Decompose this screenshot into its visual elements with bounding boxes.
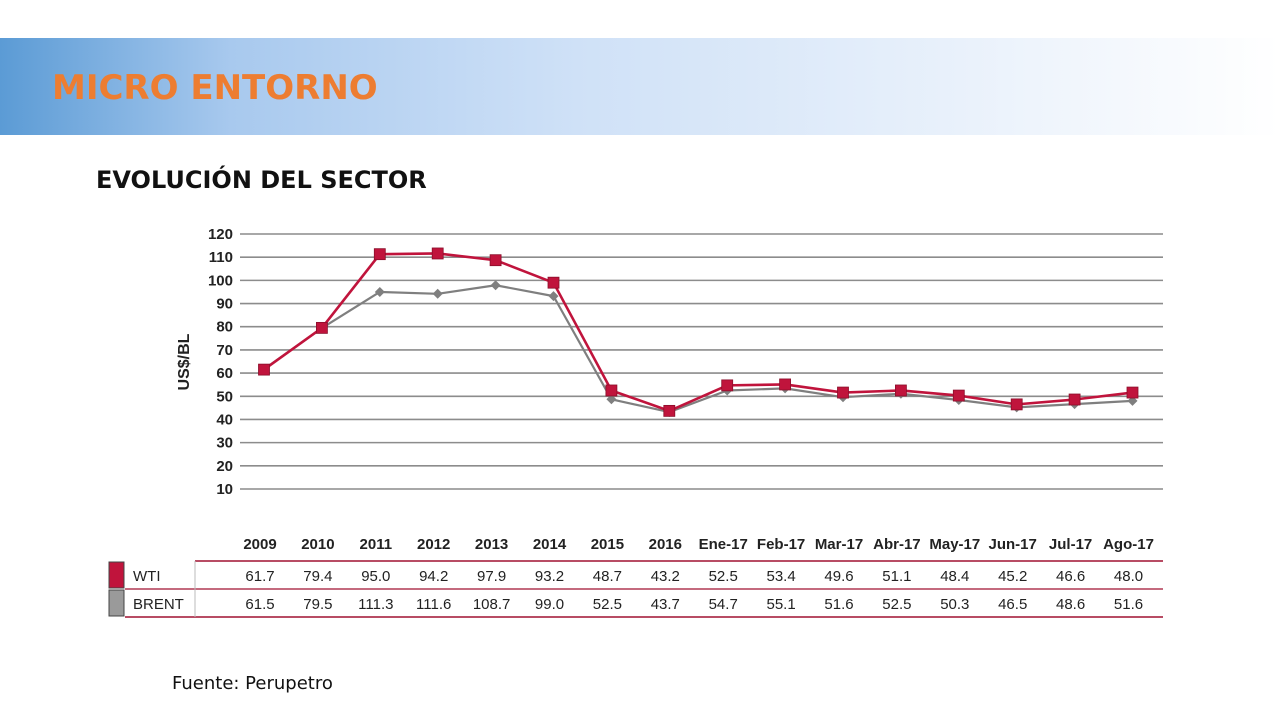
table-cell: 45.2 [998, 568, 1027, 585]
data-point-brent [1126, 386, 1139, 399]
x-tick-label: 2010 [301, 536, 334, 553]
data-point-wti [432, 288, 443, 299]
data-point-brent [373, 248, 386, 261]
table-cell: 50.3 [940, 596, 969, 613]
table-cell: 97.9 [477, 568, 506, 585]
table-cell: 79.4 [303, 568, 332, 585]
table-cell: 43.7 [651, 596, 680, 613]
x-tick-label: 2014 [533, 536, 567, 553]
table-cell: 61.7 [245, 568, 274, 585]
x-tick-label: Mar-17 [815, 536, 863, 553]
y-tick-label: 120 [208, 226, 233, 243]
page-title: MICRO ENTORNO [52, 68, 378, 108]
section-subtitle: EVOLUCIÓN DEL SECTOR [96, 166, 427, 194]
x-tick-label: 2012 [417, 536, 450, 553]
data-point-brent [605, 384, 618, 397]
y-tick-label: 20 [216, 458, 233, 475]
table-cell: 108.7 [473, 596, 511, 613]
x-tick-label: May-17 [929, 536, 980, 553]
series-line-wti [263, 284, 1133, 414]
data-point-wti [374, 286, 385, 297]
table-cell: 49.6 [824, 568, 853, 585]
table-cell: 52.5 [882, 596, 911, 613]
data-point-brent [779, 378, 791, 391]
data-point-brent [1068, 393, 1081, 406]
table-cell: 43.2 [651, 568, 680, 585]
header-banner: MICRO ENTORNO [0, 38, 1280, 135]
table-cell: 54.7 [709, 596, 738, 613]
y-tick-label: 90 [216, 296, 233, 313]
x-tick-label: 2016 [649, 536, 682, 553]
legend-swatch-wti [108, 561, 125, 589]
table-cell: 48.0 [1114, 568, 1143, 585]
data-point-brent [895, 384, 907, 397]
table-cell: 48.6 [1056, 596, 1085, 613]
data-point-wti [490, 280, 501, 291]
table-cell: 55.1 [766, 596, 795, 613]
table-cell: 111.6 [416, 596, 451, 613]
table-cell: 51.1 [882, 568, 911, 585]
x-tick-label: Abr-17 [873, 536, 921, 553]
data-point-brent [837, 386, 849, 399]
data-point-brent [663, 404, 676, 417]
y-tick-label: 80 [216, 319, 233, 336]
data-point-brent [547, 276, 560, 289]
y-axis-label: US$/BL [176, 333, 193, 390]
table-cell: 111.3 [358, 596, 393, 613]
x-tick-label: 2015 [591, 536, 624, 553]
table-cell: 52.5 [709, 568, 738, 585]
x-tick-label: Ago-17 [1103, 536, 1154, 553]
table-cell: 46.5 [998, 596, 1027, 613]
table-cell: 48.7 [593, 568, 622, 585]
x-tick-label: 2011 [360, 536, 393, 553]
table-cell: 48.4 [940, 568, 969, 585]
table-cell: 51.6 [824, 596, 853, 613]
table-cell: 95.0 [361, 568, 390, 585]
table-cell: 46.6 [1056, 568, 1085, 585]
data-point-wti [606, 394, 617, 405]
y-tick-label: 100 [208, 272, 233, 289]
data-point-brent [489, 254, 502, 267]
x-tick-label: Ene-17 [699, 536, 748, 553]
legend-swatch-brent [108, 589, 125, 617]
y-tick-label: 10 [216, 481, 233, 498]
data-point-brent [721, 379, 734, 392]
table-cell: 52.5 [593, 596, 622, 613]
y-tick-label: 70 [216, 342, 233, 359]
series-line-brent [263, 252, 1133, 413]
table-cell: 51.6 [1114, 596, 1143, 613]
y-tick-label: 40 [216, 411, 233, 428]
x-tick-label: 2013 [475, 536, 508, 553]
y-tick-label: 110 [209, 249, 233, 266]
table-cell: 93.2 [535, 568, 564, 585]
y-tick-label: 30 [216, 435, 233, 452]
x-tick-label: Jul-17 [1049, 536, 1092, 553]
data-point-brent [1010, 398, 1023, 411]
data-point-brent [431, 247, 444, 260]
x-tick-label: 2009 [243, 536, 276, 553]
table-cell: 53.4 [766, 568, 795, 585]
row-label-brent: BRENT [133, 596, 184, 613]
y-tick-label: 60 [216, 365, 233, 382]
data-point-brent [315, 321, 328, 334]
table-cell: 94.2 [419, 568, 448, 585]
table-cell: 99.0 [535, 596, 564, 613]
x-tick-label: Jun-17 [989, 536, 1037, 553]
data-point-brent [258, 363, 270, 376]
table-cell: 79.5 [303, 596, 332, 613]
source-note: Fuente: Perupetro [172, 673, 333, 694]
data-point-wti [548, 291, 559, 302]
data-point-brent [952, 389, 965, 402]
x-tick-label: Feb-17 [757, 536, 805, 553]
row-label-wti: WTI [133, 568, 161, 585]
table-cell: 61.5 [245, 596, 274, 613]
y-tick-label: 50 [216, 388, 233, 405]
